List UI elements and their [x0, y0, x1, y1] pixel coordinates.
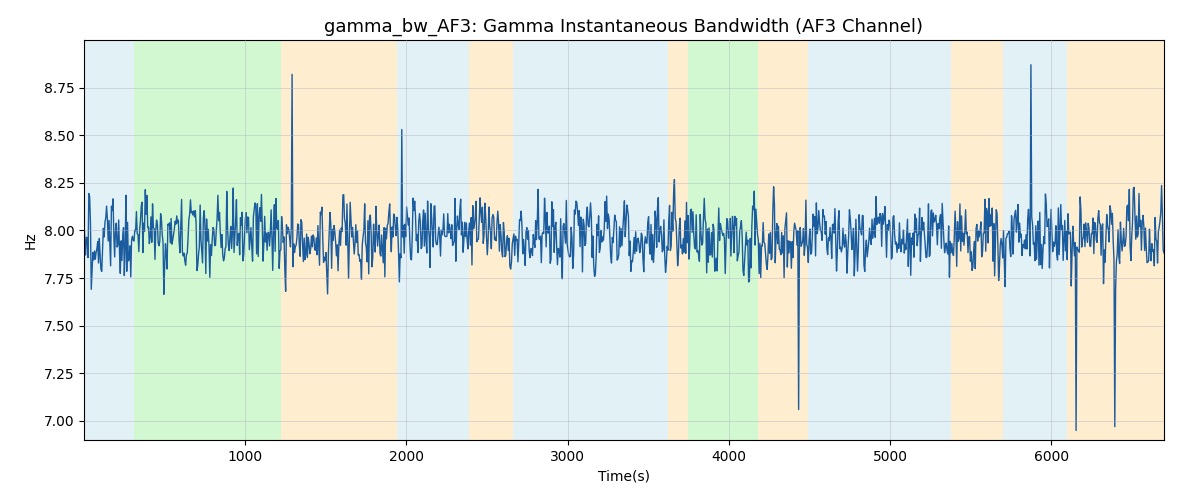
- Bar: [469, 40, 512, 440]
- Bar: [397, 40, 469, 440]
- Bar: [808, 40, 952, 440]
- Title: gamma_bw_AF3: Gamma Instantaneous Bandwidth (AF3 Channel): gamma_bw_AF3: Gamma Instantaneous Bandwi…: [324, 18, 924, 36]
- X-axis label: Time(s): Time(s): [598, 470, 650, 484]
- Bar: [667, 40, 689, 440]
- Bar: [282, 40, 397, 440]
- Bar: [1003, 40, 1067, 440]
- Bar: [84, 40, 134, 440]
- Bar: [134, 40, 282, 440]
- Bar: [689, 40, 757, 440]
- Y-axis label: Hz: Hz: [24, 231, 38, 249]
- Bar: [512, 40, 667, 440]
- Bar: [1067, 40, 1172, 440]
- Bar: [757, 40, 808, 440]
- Bar: [952, 40, 1003, 440]
